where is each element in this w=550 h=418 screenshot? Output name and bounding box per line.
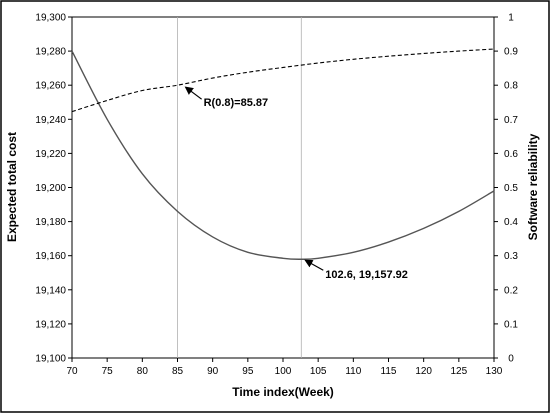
software-reliability-line: [71, 48, 495, 113]
y-left-tick-label: 19,280: [35, 47, 66, 58]
x-tick-label: 130: [486, 366, 503, 377]
reliability-annotation-arrow: [184, 86, 202, 100]
x-tick-label: 115: [381, 366, 397, 377]
x-tick-label: 120: [415, 366, 432, 377]
y-right-tick-label: 0.3: [504, 251, 518, 262]
y-right-tick-label: 0.5: [504, 183, 518, 194]
y-left-tick-label: 19,140: [35, 285, 66, 296]
minimum-cost-annotation-label: 102.6, 19,157.92: [325, 269, 408, 281]
x-tick-label: 75: [102, 366, 114, 377]
y-left-tick-label: 19,220: [35, 149, 66, 160]
y-right-tick-label: 0.9: [504, 47, 518, 58]
x-tick-label: 90: [207, 366, 219, 377]
y-left-tick-label: 19,200: [35, 183, 66, 194]
y-right-tick-label: 1: [508, 13, 514, 24]
y-right-tick-label: 0.6: [504, 149, 518, 160]
y-axis-right-label: Software reliability: [526, 133, 540, 240]
y-left-tick-label: 19,260: [35, 81, 66, 92]
minimum-cost-annotation-arrow: [304, 259, 324, 271]
y-right-tick-label: 0.7: [504, 115, 518, 126]
y-left-tick-label: 19,180: [35, 217, 66, 228]
y-axis-left-label: Expected total cost: [5, 132, 19, 242]
y-right-tick-label: 0.2: [504, 285, 518, 296]
y-right-tick-label: 0.4: [504, 217, 518, 228]
y-right-tick-label: 0.1: [504, 319, 518, 330]
y-left-tick-label: 19,240: [35, 115, 66, 126]
x-tick-label: 80: [137, 366, 149, 377]
x-tick-label: 100: [275, 366, 292, 377]
x-tick-label: 95: [242, 366, 254, 377]
x-axis-label: Time index(Week): [232, 385, 334, 399]
x-tick-label: 70: [66, 366, 78, 377]
x-tick-label: 105: [310, 366, 327, 377]
y-left-tick-label: 19,300: [35, 13, 66, 24]
x-tick-label: 125: [450, 366, 467, 377]
expected-total-cost-line: [71, 50, 495, 260]
y-right-tick-label: 0.8: [504, 81, 518, 92]
y-left-tick-label: 19,120: [35, 319, 66, 330]
y-left-tick-label: 19,100: [35, 354, 66, 365]
x-tick-label: 110: [345, 366, 361, 377]
x-tick-label: 85: [172, 366, 184, 377]
y-left-tick-label: 19,160: [35, 251, 66, 262]
y-right-tick-label: 0: [508, 354, 514, 365]
reliability-annotation-label: R(0.8)=85.87: [204, 97, 269, 109]
